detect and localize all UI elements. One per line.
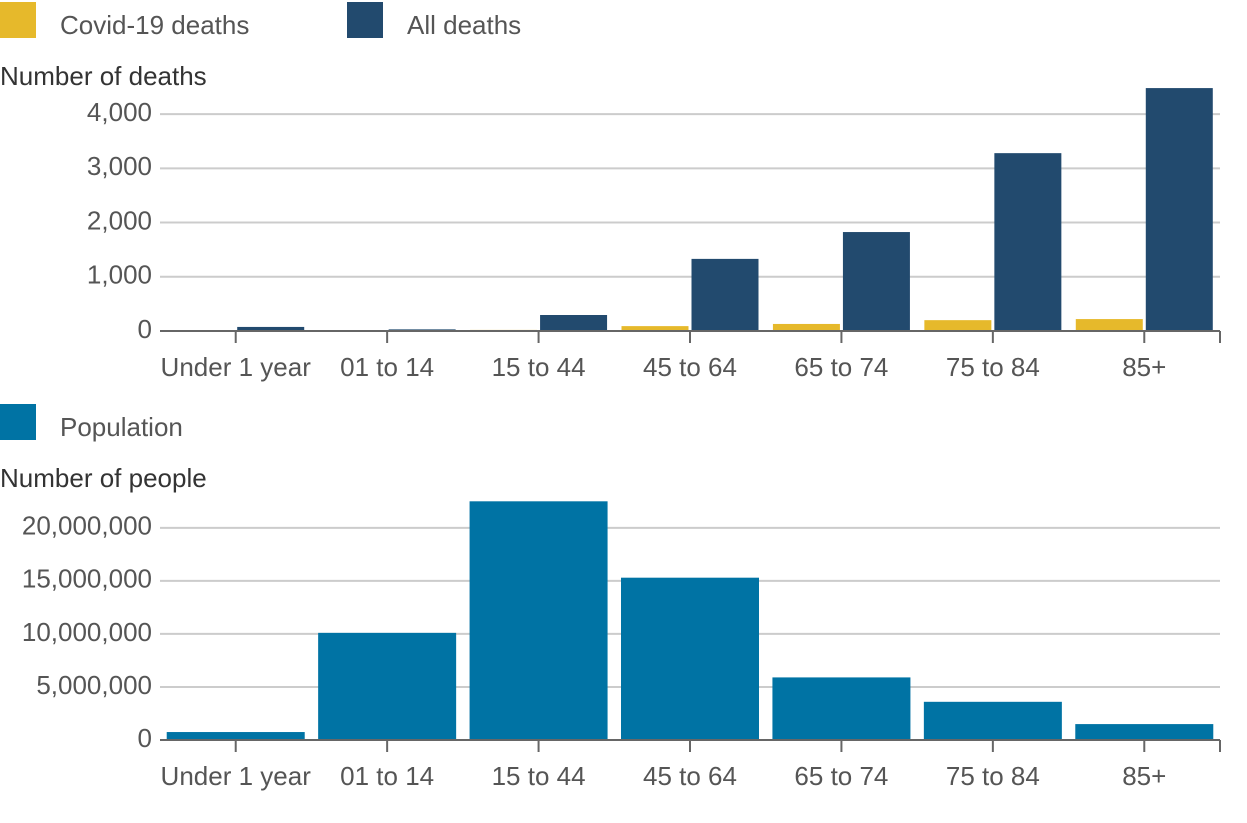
bar: [842, 232, 910, 331]
bar: [237, 326, 305, 331]
x-tick-label: 15 to 44: [492, 761, 586, 791]
legend-label: Population: [60, 412, 183, 442]
bar: [772, 677, 911, 740]
bar: [924, 320, 992, 331]
y-tick-label: 20,000,000: [22, 511, 152, 541]
bar: [691, 258, 759, 331]
bar: [469, 501, 608, 740]
bar: [540, 315, 608, 331]
x-tick-label: 15 to 44: [492, 352, 586, 382]
bar: [621, 577, 759, 740]
bar: [772, 323, 840, 331]
x-tick-label: Under 1 year: [161, 761, 312, 791]
bar: [318, 632, 457, 740]
legend-swatch: [0, 404, 36, 440]
legend-label: All deaths: [407, 10, 521, 40]
x-tick-label: Under 1 year: [161, 352, 312, 382]
y-tick-label: 5,000,000: [36, 670, 152, 700]
x-tick-label: 75 to 84: [946, 761, 1040, 791]
x-tick-label: 85+: [1122, 352, 1166, 382]
y-axis-title: Number of deaths: [0, 61, 207, 91]
bar: [1145, 88, 1213, 331]
legend-swatch: [0, 2, 36, 38]
y-tick-label: 15,000,000: [22, 564, 152, 594]
legend-swatch: [347, 2, 383, 38]
x-tick-label: 65 to 74: [794, 352, 888, 382]
y-tick-label: 10,000,000: [22, 617, 152, 647]
y-tick-label: 0: [138, 314, 152, 344]
bar: [621, 326, 689, 331]
x-tick-label: 75 to 84: [946, 352, 1040, 382]
x-tick-label: 65 to 74: [794, 761, 888, 791]
bar: [1075, 319, 1143, 331]
y-tick-label: 3,000: [87, 151, 152, 181]
x-tick-label: 01 to 14: [340, 761, 434, 791]
y-tick-label: 4,000: [87, 97, 152, 127]
x-tick-label: 45 to 64: [643, 352, 737, 382]
bar: [1075, 724, 1214, 740]
x-tick-label: 85+: [1122, 761, 1166, 791]
x-tick-label: 45 to 64: [643, 761, 737, 791]
x-tick-label: 01 to 14: [340, 352, 434, 382]
y-tick-label: 0: [138, 723, 152, 753]
bar: [923, 701, 1062, 740]
bar: [994, 153, 1062, 331]
legend-label: Covid-19 deaths: [60, 10, 249, 40]
y-tick-label: 1,000: [87, 260, 152, 290]
bar: [166, 732, 305, 740]
y-tick-label: 2,000: [87, 205, 152, 235]
y-axis-title: Number of people: [0, 463, 207, 493]
